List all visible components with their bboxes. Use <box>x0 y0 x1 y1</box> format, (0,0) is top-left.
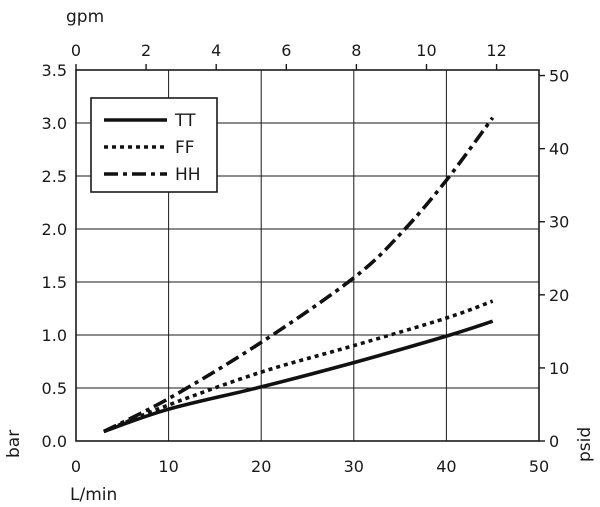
y-left-tick-label: 2.0 <box>42 220 67 239</box>
x-bottom-tick-label: 10 <box>158 457 178 476</box>
x-top-tick-label: 0 <box>71 41 81 60</box>
y-left-tick-label: 1.5 <box>42 273 67 292</box>
y-left-tick-label: 1.0 <box>42 326 67 345</box>
y-left-tick-label: 3.5 <box>42 61 67 80</box>
x-top-tick-label: 10 <box>416 41 436 60</box>
series-line-ff <box>103 299 494 434</box>
y-right-axis-label: psid <box>575 427 595 462</box>
series-line-hh <box>102 116 495 434</box>
x-top-axis-label: gpm <box>66 7 104 27</box>
x-bottom-tick-label: 20 <box>251 457 271 476</box>
grid-lines <box>76 70 539 441</box>
x-bottom-tick-label: 30 <box>344 457 364 476</box>
series-line-tt <box>103 319 494 434</box>
y-left-tick-label: 0.0 <box>42 432 67 451</box>
y-right-tick-label: 20 <box>549 286 569 305</box>
legend: TT FF HH <box>90 97 218 193</box>
legend-label-tt: TT <box>174 111 196 131</box>
plot-frame <box>75 69 540 442</box>
legend-label-ff: FF <box>175 138 195 158</box>
x-bottom-tick-label: 0 <box>71 457 81 476</box>
y-left-axis-label: bar <box>4 430 24 458</box>
tick-labels: 0 10 20 30 40 500.00.51.01.52.02.53.03.50 2 4 6 8… <box>42 41 570 476</box>
y-right-tick-label: 50 <box>549 67 569 86</box>
y-left-tick-label: 0.5 <box>42 379 67 398</box>
x-bottom-axis-label: L/min <box>70 485 117 505</box>
x-top-tick-label: 2 <box>141 41 151 60</box>
y-right-tick-label: 40 <box>549 140 569 159</box>
x-top-tick-label: 8 <box>351 41 361 60</box>
y-right-tick-label: 0 <box>549 432 559 451</box>
x-bottom-tick-label: 40 <box>436 457 456 476</box>
y-right-tick-label: 10 <box>549 359 569 378</box>
legend-box <box>90 97 218 193</box>
y-right-tick-label: 30 <box>549 213 569 232</box>
x-bottom-tick-label: 50 <box>529 457 549 476</box>
x-top-tick-label: 6 <box>281 41 291 60</box>
y-left-tick-label: 3.0 <box>42 114 67 133</box>
x-top-tick-label: 12 <box>486 41 506 60</box>
x-top-tick-label: 4 <box>211 41 221 60</box>
y-left-tick-label: 2.5 <box>42 167 67 186</box>
legend-label-hh: HH <box>175 165 201 185</box>
series-layer <box>102 116 495 434</box>
